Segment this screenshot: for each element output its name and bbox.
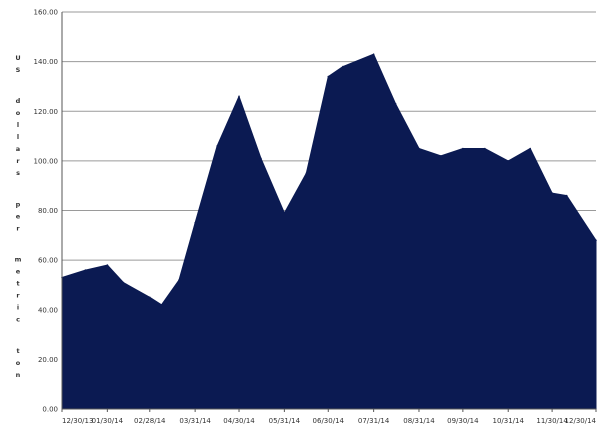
data-point [283, 212, 286, 214]
data-point [372, 53, 375, 55]
x-tick-label: 07/31/14 [358, 417, 390, 425]
data-point [178, 279, 180, 281]
y-tick-label: 40.00 [38, 306, 58, 314]
data-point [440, 155, 442, 157]
x-tick-label: 12/30/13 [62, 417, 93, 425]
data-point [327, 75, 330, 78]
data-point [160, 304, 163, 306]
x-tick-label: 12/30/14 [565, 417, 597, 425]
x-tick-label: 03/31/14 [179, 417, 211, 425]
x-tick-label: 11/30/14 [536, 417, 568, 425]
data-point [260, 157, 262, 160]
y-tick-label: 0.00 [42, 406, 58, 414]
axes [61, 12, 597, 412]
y-tick-label: 140.00 [34, 58, 59, 66]
data-point [342, 65, 344, 68]
data-point [394, 103, 397, 105]
x-tick-label: 02/28/14 [134, 417, 166, 425]
x-tick-label: 10/31/14 [492, 417, 524, 425]
data-point [484, 147, 486, 150]
data-point [106, 264, 109, 266]
data-point [238, 95, 240, 98]
data-point [565, 194, 568, 197]
y-tick-label: 100.00 [34, 157, 59, 165]
y-tick-label: 20.00 [38, 356, 58, 364]
x-tick-label: 04/30/14 [223, 417, 255, 425]
data-point [149, 296, 151, 299]
x-tick-label: 01/30/14 [92, 417, 124, 425]
area-series [61, 53, 597, 410]
y-tick-label: 80.00 [38, 207, 58, 215]
data-point [418, 147, 420, 150]
data-point [84, 269, 87, 271]
y-tick-label: 60.00 [38, 257, 58, 265]
data-point [595, 239, 597, 242]
y-tick-label: 160.00 [34, 9, 59, 17]
data-point [529, 147, 531, 150]
y-tick-label: 120.00 [34, 108, 59, 116]
x-tick-label: 05/31/14 [269, 417, 301, 425]
data-point [122, 281, 125, 284]
x-tick-label: 09/30/14 [447, 417, 479, 425]
data-point [462, 147, 464, 150]
data-point [507, 160, 510, 162]
data-point [305, 172, 308, 175]
x-tick-label: 06/30/14 [313, 417, 345, 425]
x-tick-label: 08/31/14 [403, 417, 435, 425]
data-point [551, 192, 553, 194]
data-point [194, 222, 196, 224]
data-point [216, 145, 218, 147]
y-tick-labels: 0.00 20.00 40.00 60.00 80.00 100.00 120.00 140.… [34, 9, 59, 414]
